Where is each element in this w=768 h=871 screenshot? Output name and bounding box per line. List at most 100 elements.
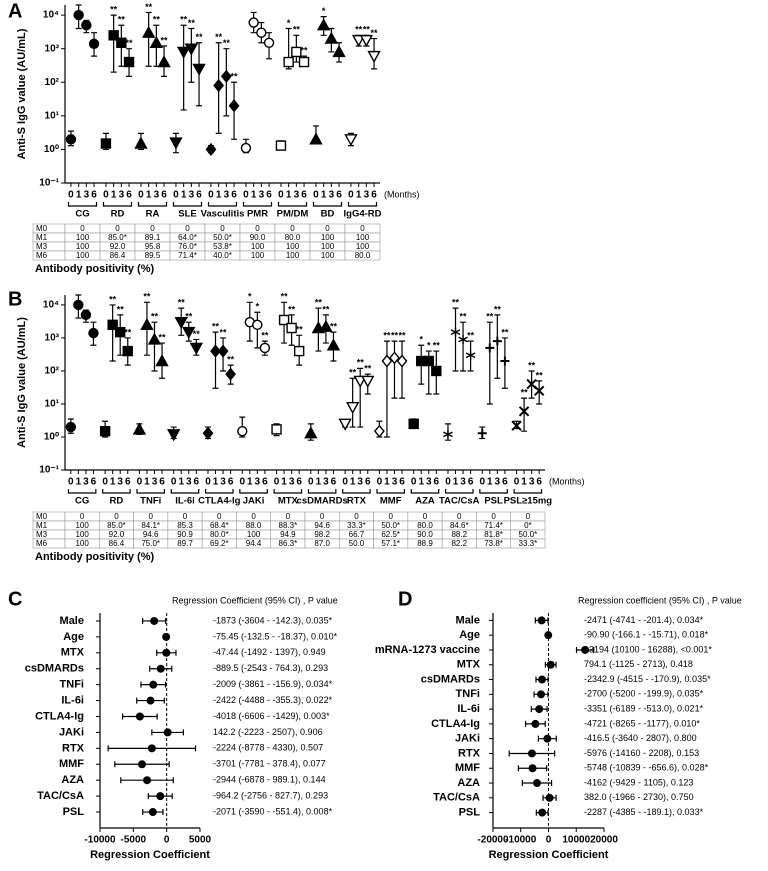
row-label: M0 xyxy=(36,224,48,233)
x-tick-label: 10000 xyxy=(562,835,590,846)
significance: ** xyxy=(126,38,134,48)
significance: ** xyxy=(223,38,231,48)
table-value: 50.0* xyxy=(381,521,400,530)
group-bracket xyxy=(312,202,343,207)
significance: ** xyxy=(117,304,125,314)
x-tick-label: 3 xyxy=(152,477,158,488)
category-label: AZA xyxy=(61,774,84,786)
group-label: RD xyxy=(110,496,124,507)
table-value: 84.1* xyxy=(141,521,160,530)
point xyxy=(162,632,171,641)
error-bar xyxy=(180,24,187,111)
table-value: 95.8 xyxy=(145,242,161,251)
point xyxy=(135,712,144,721)
y-tick-label: 10² xyxy=(45,77,60,88)
table-value: 88.2 xyxy=(451,530,467,539)
table-value: 0 xyxy=(360,224,365,233)
marker xyxy=(205,142,217,157)
value-label: -2009 (-3861 - -156.9), 0.034* xyxy=(213,679,333,689)
point xyxy=(528,764,537,773)
table-value: 90.0 xyxy=(250,233,266,242)
group-bracket xyxy=(444,489,474,494)
table-value: 89.7 xyxy=(177,539,193,548)
value-label: -2422 (-4488 - -355.3), 0.022* xyxy=(213,695,333,705)
marker xyxy=(396,354,408,368)
error-bar xyxy=(486,321,493,405)
x-tick-label: 6 xyxy=(196,190,202,201)
x-axis-label: (Months) xyxy=(384,189,420,199)
table-value: 0 xyxy=(457,512,462,521)
marker xyxy=(259,342,271,354)
marker xyxy=(286,322,297,334)
significance: ** xyxy=(383,331,391,341)
table-value: 66.7 xyxy=(349,530,365,539)
error-bar xyxy=(452,307,459,372)
value-label: 13194 (10100 - 16288), <0.001* xyxy=(584,644,712,654)
point xyxy=(156,792,165,801)
category-label: TNFi xyxy=(60,679,84,691)
x-tick-label: 1 xyxy=(453,477,459,488)
table-value: 76.0* xyxy=(178,242,197,251)
category-label: TAC/CsA xyxy=(433,792,480,804)
x-tick-label: 6 xyxy=(231,190,237,201)
group-bracket xyxy=(239,489,268,494)
error-bar xyxy=(521,397,528,432)
marker xyxy=(220,69,232,83)
marker xyxy=(293,345,305,357)
significance: ** xyxy=(231,72,239,82)
category-label: RTX xyxy=(458,747,481,759)
category-label: MTX xyxy=(457,659,481,671)
x-tick-label: 6 xyxy=(468,477,474,488)
value-label: -2224 (-8778 - 4330), 0.507 xyxy=(213,743,323,753)
significance: ** xyxy=(178,298,186,308)
table-value: 100 xyxy=(76,242,90,251)
x-tick-label: 3 xyxy=(189,190,195,201)
x-tick-label: 0 xyxy=(479,477,485,488)
table-value: 85.3 xyxy=(177,521,193,530)
category-label: Male xyxy=(456,614,480,626)
table-value: 94.9 xyxy=(280,530,296,539)
row-label: M0 xyxy=(36,512,48,521)
x-tick-label: 6 xyxy=(365,477,371,488)
marker xyxy=(389,351,400,365)
table-value: 80.0* xyxy=(210,530,229,539)
x-tick-label: 0 xyxy=(173,190,179,201)
group-label: PMR xyxy=(247,209,268,220)
table-value: 88.9 xyxy=(417,539,433,548)
marker xyxy=(65,421,77,433)
x-tick-label: 0 xyxy=(208,190,214,201)
value-label: -2471 (-4741 - -201.4), 0.034* xyxy=(584,615,704,625)
marker xyxy=(309,132,323,145)
point xyxy=(527,749,536,758)
marker xyxy=(141,25,156,38)
table-value: 0 xyxy=(80,512,85,521)
x-tick-label: 0 xyxy=(377,477,383,488)
row-label: M1 xyxy=(36,521,48,530)
point xyxy=(162,648,171,657)
value-label: 794.1 (-1125 - 2713), 0.418 xyxy=(584,659,693,669)
table-value: 50.0* xyxy=(213,233,232,242)
category-label: Age xyxy=(63,631,84,643)
marker xyxy=(511,420,522,431)
point xyxy=(538,808,547,817)
table-value: 33.3* xyxy=(347,521,366,530)
value-label: -889.5 (-2543 - 764.3), 0.293 xyxy=(213,663,328,673)
marker xyxy=(518,406,530,417)
point xyxy=(147,744,156,753)
x-tick-label: 0 xyxy=(102,477,108,488)
marker xyxy=(458,334,468,344)
table-value: 89.5 xyxy=(145,251,161,260)
significance: ** xyxy=(330,322,338,332)
significance: ** xyxy=(433,340,441,350)
x-tick-label: 0 xyxy=(164,835,170,846)
marker xyxy=(338,418,352,431)
table-value: 71.4* xyxy=(484,521,503,530)
marker xyxy=(225,367,237,381)
y-axis-label: Anti-S IgG value (AU/mL) xyxy=(16,317,28,448)
marker xyxy=(80,309,92,321)
marker xyxy=(213,78,225,93)
x-tick-label: -20000 xyxy=(477,835,509,846)
marker xyxy=(275,140,287,151)
table-value: 100 xyxy=(75,521,89,530)
value-label: -90.90 (-166.1 - -15.71), 0.018* xyxy=(584,630,709,640)
